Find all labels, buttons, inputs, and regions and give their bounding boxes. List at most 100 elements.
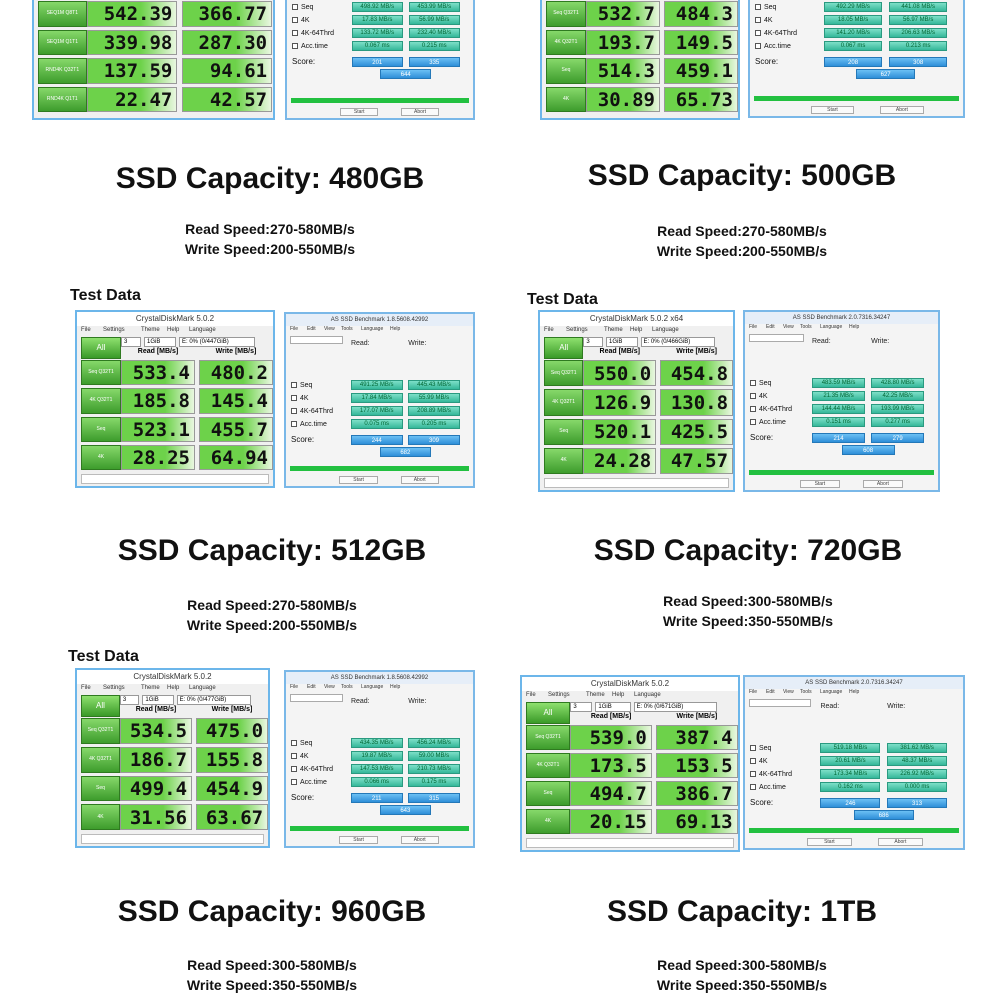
read-cell: 126.9 — [583, 389, 657, 416]
write-value: 386.7 — [675, 783, 733, 805]
test-label: Seq — [81, 416, 121, 442]
read-bar: 177.07 MB/s — [350, 406, 403, 416]
checkbox — [750, 419, 756, 425]
all-label: All — [96, 343, 106, 352]
test-name: Seq — [96, 784, 105, 791]
checkbox — [750, 784, 756, 790]
read-cell: 30.89 — [586, 86, 660, 112]
write-bar: 428.80 MB/s — [871, 378, 925, 388]
read-value: 185.8 — [132, 390, 190, 413]
menu-item: Theme — [604, 327, 623, 333]
read-value: 18.05 MB/s — [837, 17, 869, 23]
abort-button: Abort — [863, 480, 903, 488]
row-label: Seq — [300, 382, 313, 389]
read-bar: 17.83 MB/s — [351, 15, 403, 25]
write-bar: 59.00 MB/s — [408, 751, 460, 761]
read-cell: 22.47 — [87, 86, 178, 112]
write-value: 0.277 ms — [885, 419, 911, 425]
row-label: 4K — [300, 395, 309, 402]
test-label: Seq Q32T1 — [81, 718, 120, 744]
window-title: AS SSD Benchmark 2.0.7316.34247 — [792, 315, 891, 321]
read-bar: 133.72 MB/s — [351, 28, 403, 38]
read-cell: 542.39 — [87, 1, 178, 27]
menu-item: File — [526, 692, 536, 698]
checkbox — [750, 758, 756, 764]
dropdown: E: 0% (0/447GiB) — [179, 337, 255, 347]
read-value: 0.066 ms — [364, 779, 390, 785]
dropdown: E: 0% (0/466GiB) — [640, 337, 716, 347]
abort-label: Abort — [413, 477, 426, 483]
dropdown-value: 1GiB — [609, 339, 623, 345]
read-value: 0.162 ms — [838, 784, 863, 790]
read-value: 0.067 ms — [364, 43, 390, 49]
write-cell: 387.4 — [656, 725, 738, 750]
capacity-title: SSD Capacity: 1TB — [606, 895, 878, 928]
dropdown-value: 3 — [573, 704, 577, 710]
row-label: Acc.time — [759, 784, 786, 791]
write-value: 459.1 — [675, 60, 733, 83]
read-bar: 141.20 MB/s — [823, 28, 883, 38]
test-label: RND4K Q32T1 — [38, 58, 87, 84]
test-label: Seq Q32T1 — [526, 725, 570, 750]
score-value: 201 — [372, 60, 383, 66]
read-value: 126.9 — [594, 391, 652, 414]
write-speed: Write Speed:200-550MB/s — [656, 243, 828, 259]
test-name: Seq Q32T1 — [550, 369, 577, 376]
score-bar: 214 — [811, 433, 866, 443]
write-cell: 459.1 — [664, 58, 738, 84]
title-bar — [745, 312, 938, 324]
score-bar: 315 — [408, 793, 460, 803]
row-label: Seq — [759, 380, 772, 387]
menu-item: Theme — [141, 327, 160, 333]
score-value: 627 — [880, 72, 891, 78]
write-value: 425.5 — [670, 421, 729, 444]
score-bar: 309 — [408, 435, 460, 445]
row-label: 4K-64Thrd — [300, 766, 334, 773]
dropdown-value: E: 0% (0/671GiB) — [636, 704, 684, 710]
write-value: 208.89 MB/s — [417, 408, 451, 414]
menu-item: Help — [390, 684, 401, 690]
crystaldiskmark-window: CrystalDiskMark 5.0.2 x64 File Settings The… — [538, 310, 735, 492]
test-name: 4K Q32T1 — [89, 397, 113, 404]
test-label: 4K — [81, 444, 121, 470]
test-name: SEQ1M Q8T1 — [46, 10, 78, 17]
dropdown-value: 3 — [586, 339, 590, 345]
test-name: 4K — [97, 453, 105, 460]
menu-item: Edit — [766, 689, 775, 695]
start-button: Start — [810, 106, 855, 114]
score-label: Score: — [750, 433, 774, 442]
read-bar: 0.067 ms — [823, 41, 883, 51]
crystaldiskmark-window: CrystalDiskMark 5.0.2 File Settings Theme He… — [75, 310, 275, 488]
score-bar: 608 — [841, 445, 895, 455]
test-name: 4K — [560, 457, 567, 464]
dropdown-value: E: 0% (0/477GiB) — [179, 697, 227, 703]
write-bar: 56.97 MB/s — [888, 15, 948, 25]
score-bar: 682 — [379, 447, 432, 457]
test-name: 4K Q32T1 — [536, 762, 560, 768]
write-header: Write: — [408, 698, 427, 705]
row-label: Seq — [764, 4, 777, 11]
title-bar — [540, 312, 733, 326]
dropdown: 1GiB — [144, 337, 176, 347]
checkbox — [291, 740, 297, 746]
progress-bar — [754, 96, 959, 101]
read-bar: 492.29 MB/s — [823, 2, 883, 12]
menu-item: Language — [361, 684, 384, 690]
test-label: Seq Q32T1 — [546, 1, 586, 27]
write-cell: 287.30 — [182, 29, 273, 55]
abort-label: Abort — [876, 481, 889, 487]
write-value: 155.8 — [205, 749, 264, 772]
write-bar: 193.99 MB/s — [871, 404, 925, 414]
read-value: 24.28 — [594, 450, 652, 473]
read-bar: 18.05 MB/s — [823, 15, 883, 25]
write-cell: 425.5 — [660, 418, 734, 445]
read-value: 144.44 MB/s — [821, 406, 856, 412]
write-value: 454.9 — [205, 777, 264, 800]
read-bar: 491.25 MB/s — [350, 380, 403, 390]
start-button: Start — [339, 836, 378, 844]
window-title: AS SSD Benchmark 1.8.5608.42992 — [330, 675, 429, 681]
crystaldiskmark-window: Seq Q32T1 532.7 484.3 4K Q32T1 193.7 149.5 Seq… — [540, 0, 740, 120]
read-cell: 494.7 — [570, 781, 652, 806]
row-label: Acc.time — [300, 779, 327, 786]
write-speed: Write Speed:350-550MB/s — [662, 613, 834, 629]
